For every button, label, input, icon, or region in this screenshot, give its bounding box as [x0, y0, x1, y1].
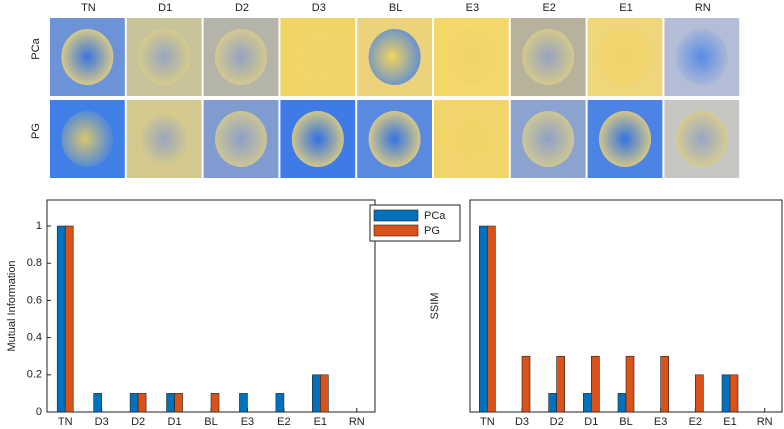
image-blob: [61, 29, 114, 85]
image-blob: [291, 111, 344, 167]
image-blob: [522, 29, 575, 85]
bar: [721, 374, 731, 413]
image-blob: [138, 29, 191, 85]
y-axis-label: SSIM: [429, 293, 441, 320]
bar: [210, 393, 220, 413]
column-label: D2: [235, 2, 249, 14]
column-label: E3: [466, 2, 479, 14]
x-tick-label: E2: [277, 416, 290, 428]
bar: [174, 393, 183, 413]
bar: [129, 393, 139, 413]
bar: [521, 355, 531, 413]
x-tick-label: TN: [480, 416, 495, 428]
x-tick-label: D2: [550, 416, 564, 428]
bar: [729, 374, 739, 413]
bar: [583, 393, 592, 413]
image-blob: [291, 29, 344, 85]
image-blob: [215, 111, 267, 167]
image-blob: [445, 111, 498, 167]
bar: [625, 355, 635, 413]
bar: [312, 374, 321, 413]
image-blob: [368, 29, 421, 85]
column-label: RN: [695, 2, 711, 14]
y-axis-label: Mutual Information: [6, 260, 18, 351]
x-tick-label: D1: [584, 416, 598, 428]
x-tick-label: E3: [654, 416, 667, 428]
x-tick-label: D1: [168, 416, 182, 428]
y-tick-label: 0.8: [27, 257, 42, 269]
x-tick-label: D3: [515, 416, 529, 428]
bar: [695, 374, 704, 413]
legend-swatch: [373, 224, 419, 237]
column-label: E1: [619, 2, 632, 14]
bar: [591, 355, 600, 413]
image-blob: [522, 111, 575, 167]
y-tick-label: 0.2: [27, 369, 42, 381]
x-tick-label: E1: [314, 416, 327, 428]
column-label: E2: [542, 2, 555, 14]
bar: [487, 225, 496, 413]
x-tick-label: D3: [95, 416, 109, 428]
legend-label: PCa: [424, 210, 446, 222]
bar: [275, 393, 285, 413]
bar: [166, 393, 175, 413]
bar: [556, 355, 565, 413]
y-tick-label: 1: [36, 220, 42, 232]
bar: [239, 393, 248, 413]
bar: [660, 355, 669, 413]
x-tick-label: BL: [204, 416, 217, 428]
x-tick-label: RN: [757, 416, 773, 428]
row-label: PG: [30, 123, 42, 139]
image-blob: [675, 111, 728, 167]
bar: [617, 393, 627, 413]
bar: [137, 393, 147, 413]
bar: [320, 374, 329, 413]
image-blob: [445, 29, 498, 85]
column-label: D1: [158, 2, 172, 14]
bar: [56, 225, 66, 413]
bar: [479, 225, 488, 413]
y-tick-label: 0.4: [27, 332, 42, 344]
x-tick-label: E2: [689, 416, 702, 428]
image-blob: [215, 29, 267, 85]
image-blob: [675, 29, 728, 85]
legend-label: PG: [424, 225, 440, 237]
bar: [548, 393, 557, 413]
column-label: D3: [312, 2, 326, 14]
x-tick-label: E1: [723, 416, 736, 428]
image-blob: [599, 111, 651, 167]
image-blob: [138, 111, 191, 167]
bar: [64, 225, 74, 413]
x-tick-label: RN: [349, 416, 365, 428]
image-blob: [61, 111, 114, 167]
y-tick-label: 0: [36, 406, 42, 418]
x-tick-label: E3: [241, 416, 254, 428]
bar: [93, 393, 102, 413]
legend-swatch: [373, 209, 419, 222]
image-blob: [368, 111, 421, 167]
column-label: TN: [81, 2, 96, 14]
row-label: PCa: [30, 37, 42, 59]
x-tick-label: D2: [131, 416, 145, 428]
image-blob: [599, 29, 651, 85]
column-label: BL: [389, 2, 402, 14]
y-tick-label: 0.6: [27, 294, 42, 306]
x-tick-label: BL: [619, 416, 632, 428]
x-tick-label: TN: [58, 416, 73, 428]
